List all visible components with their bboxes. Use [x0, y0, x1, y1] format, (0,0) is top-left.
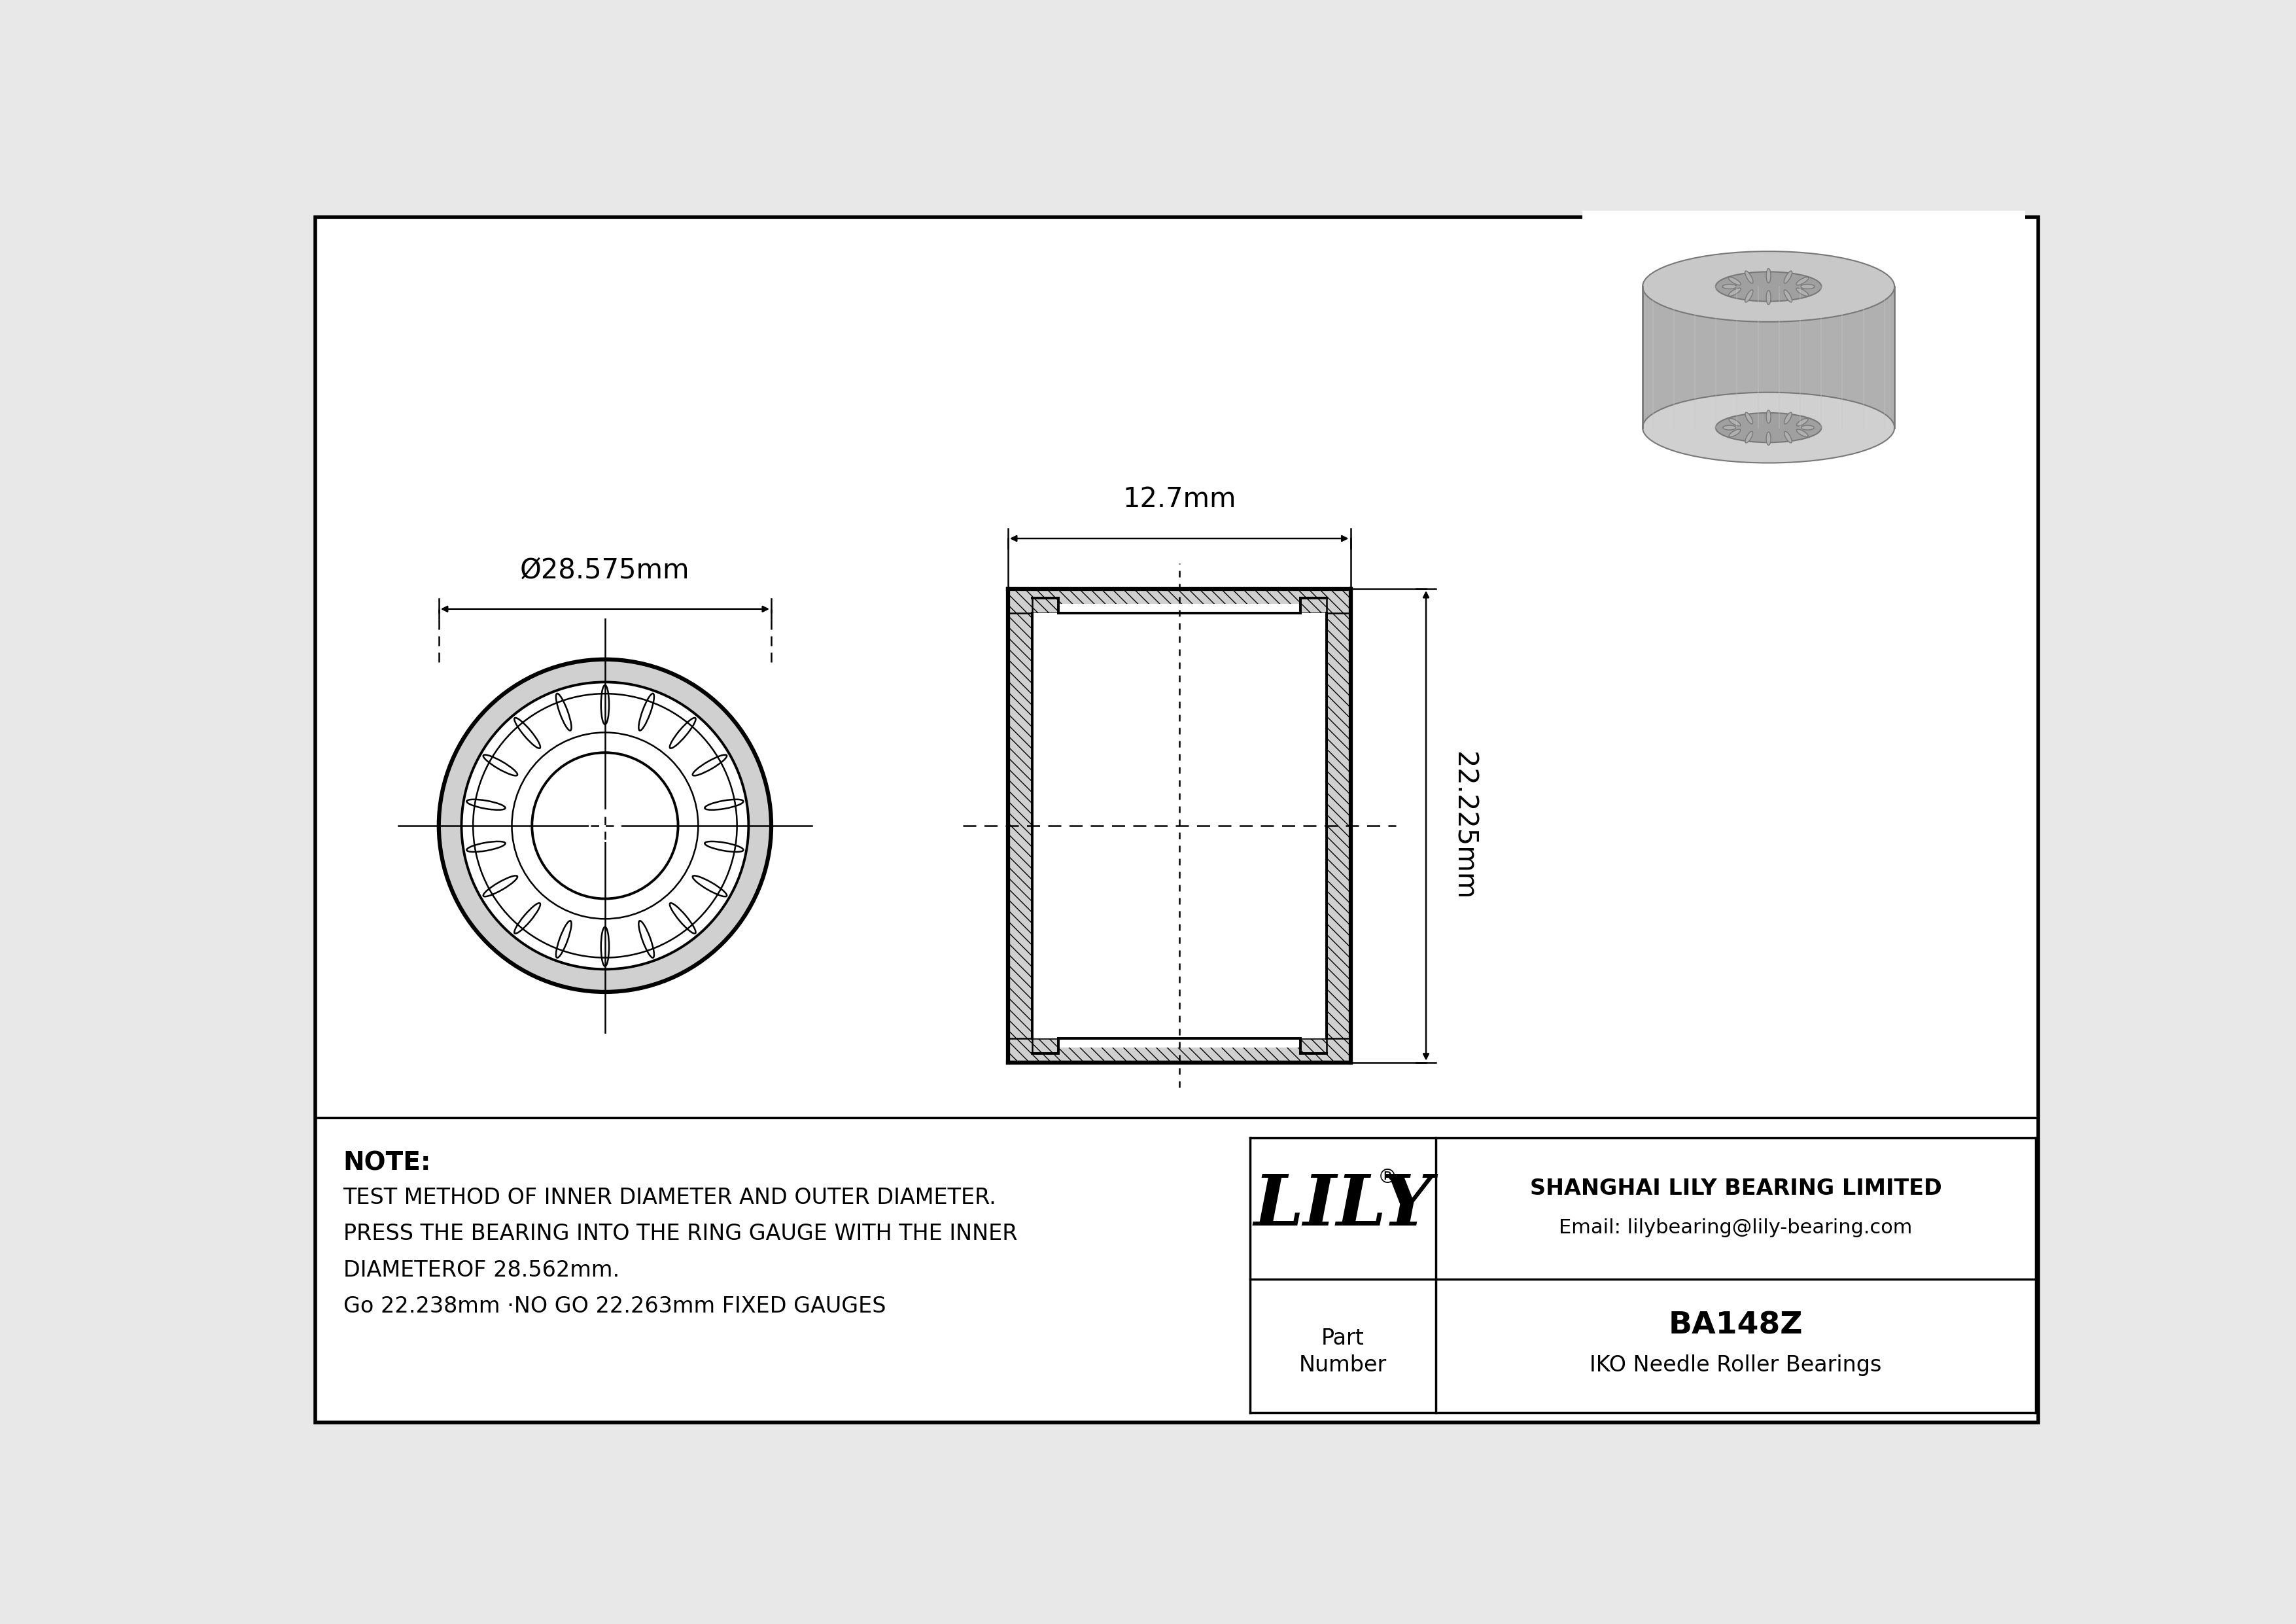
- Ellipse shape: [705, 841, 744, 853]
- Text: DIAMETEROF 28.562mm.: DIAMETEROF 28.562mm.: [342, 1260, 620, 1281]
- Ellipse shape: [1795, 429, 1809, 437]
- Ellipse shape: [1729, 429, 1740, 437]
- Ellipse shape: [1722, 284, 1736, 289]
- Ellipse shape: [693, 875, 728, 896]
- Ellipse shape: [1766, 432, 1770, 445]
- Circle shape: [429, 650, 781, 1002]
- Ellipse shape: [1795, 419, 1809, 425]
- Ellipse shape: [1729, 419, 1740, 425]
- Ellipse shape: [602, 927, 608, 966]
- Circle shape: [461, 682, 748, 970]
- Ellipse shape: [1766, 268, 1770, 283]
- Ellipse shape: [638, 921, 654, 958]
- Ellipse shape: [1784, 412, 1791, 424]
- Text: 12.7mm: 12.7mm: [1123, 486, 1235, 513]
- Bar: [1033, 612, 1327, 1038]
- Ellipse shape: [1729, 278, 1740, 286]
- Ellipse shape: [1745, 432, 1752, 443]
- Ellipse shape: [466, 841, 505, 853]
- Ellipse shape: [693, 755, 728, 776]
- Text: NOTE:: NOTE:: [342, 1151, 432, 1176]
- Bar: [1300, 1038, 1327, 1054]
- Text: ®: ®: [1378, 1168, 1398, 1187]
- Bar: [999, 578, 1362, 1072]
- Ellipse shape: [1795, 278, 1809, 286]
- Ellipse shape: [1800, 284, 1814, 289]
- Ellipse shape: [556, 693, 572, 731]
- Circle shape: [533, 752, 677, 898]
- Bar: [1033, 598, 1058, 612]
- Bar: [1008, 590, 1033, 1062]
- Ellipse shape: [670, 718, 696, 749]
- Ellipse shape: [1766, 411, 1770, 424]
- Ellipse shape: [482, 755, 517, 776]
- Text: SHANGHAI LILY BEARING LIMITED: SHANGHAI LILY BEARING LIMITED: [1529, 1177, 1942, 1199]
- Text: PRESS THE BEARING INTO THE RING GAUGE WITH THE INNER: PRESS THE BEARING INTO THE RING GAUGE WI…: [342, 1223, 1017, 1244]
- Circle shape: [439, 659, 771, 992]
- Ellipse shape: [556, 921, 572, 958]
- Text: Number: Number: [1300, 1354, 1387, 1376]
- Text: TEST METHOD OF INNER DIAMETER AND OUTER DIAMETER.: TEST METHOD OF INNER DIAMETER AND OUTER …: [342, 1187, 996, 1208]
- Ellipse shape: [638, 693, 654, 731]
- Bar: [1642, 286, 1894, 427]
- Ellipse shape: [1642, 393, 1894, 463]
- Text: Email: lilybearing@lily-bearing.com: Email: lilybearing@lily-bearing.com: [1559, 1218, 1913, 1237]
- Text: Part: Part: [1322, 1327, 1364, 1350]
- Text: Go 22.238mm ·NO GO 22.263mm FIXED GAUGES: Go 22.238mm ·NO GO 22.263mm FIXED GAUGES: [342, 1296, 886, 1317]
- Text: IKO Needle Roller Bearings: IKO Needle Roller Bearings: [1589, 1354, 1883, 1376]
- Ellipse shape: [482, 875, 517, 896]
- Ellipse shape: [1784, 432, 1791, 443]
- Bar: [1033, 1038, 1058, 1054]
- Ellipse shape: [1795, 287, 1809, 296]
- Bar: [1327, 590, 1350, 1062]
- Ellipse shape: [1722, 425, 1736, 430]
- Text: BA148Z: BA148Z: [1669, 1311, 1802, 1340]
- Ellipse shape: [670, 903, 696, 934]
- Bar: [1582, 211, 2025, 624]
- Ellipse shape: [602, 685, 608, 724]
- Bar: [1300, 598, 1327, 612]
- Bar: [1058, 1038, 1300, 1047]
- Text: Ø28.575mm: Ø28.575mm: [521, 557, 689, 585]
- Ellipse shape: [1745, 289, 1754, 302]
- Text: LILY: LILY: [1254, 1171, 1433, 1241]
- Ellipse shape: [1784, 289, 1793, 302]
- Bar: [1008, 590, 1350, 612]
- Ellipse shape: [1784, 271, 1793, 283]
- Ellipse shape: [1715, 412, 1821, 442]
- Ellipse shape: [705, 799, 744, 810]
- Ellipse shape: [1766, 291, 1770, 305]
- Ellipse shape: [514, 718, 540, 749]
- Ellipse shape: [1729, 287, 1740, 296]
- Bar: [1008, 1038, 1350, 1062]
- Ellipse shape: [1642, 252, 1894, 322]
- Ellipse shape: [1715, 271, 1821, 302]
- Text: 22.225mm: 22.225mm: [1451, 752, 1479, 900]
- Ellipse shape: [1745, 271, 1754, 283]
- Ellipse shape: [466, 799, 505, 810]
- Ellipse shape: [1745, 412, 1752, 424]
- Ellipse shape: [1800, 425, 1814, 430]
- Bar: [1058, 604, 1300, 612]
- Ellipse shape: [514, 903, 540, 934]
